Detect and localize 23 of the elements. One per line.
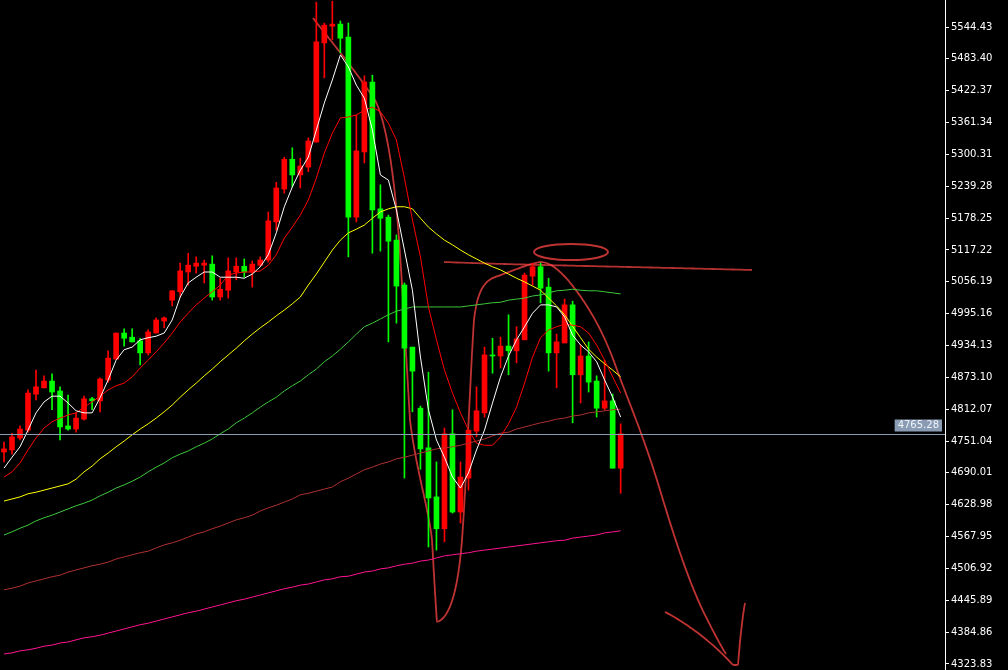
- y-tick-label: 4812.07: [951, 402, 993, 414]
- y-tick-label: 5178.25: [951, 211, 993, 223]
- y-tick-label: 4751.04: [951, 434, 993, 446]
- y-tick-label: 5422.37: [951, 84, 993, 96]
- y-tick-label: 4567.95: [951, 530, 993, 542]
- y-tick-label: 5483.40: [951, 52, 993, 64]
- y-tick-label: 4628.98: [951, 498, 993, 510]
- y-tick-label: 5117.22: [951, 243, 993, 255]
- y-tick-label: 4995.16: [951, 307, 993, 319]
- y-tick-label: 4323.83: [951, 657, 993, 669]
- y-tick-label: 5544.43: [951, 20, 993, 32]
- y-tick-label: 5239.28: [951, 179, 993, 191]
- candlestick: [201, 259, 208, 284]
- ref-line-label: 4765.28: [897, 419, 940, 431]
- y-tick-label: 5300.31: [951, 148, 993, 159]
- y-tick-label: 5361.34: [951, 116, 993, 128]
- y-tick-label: 4384.86: [951, 625, 993, 637]
- y-tick-label: 4690.01: [951, 466, 993, 478]
- y-tick-label: 5056.19: [951, 275, 993, 287]
- y-tick-label: 4506.92: [951, 562, 993, 574]
- y-tick-label: 4934.13: [951, 339, 993, 351]
- y-tick-label: 4445.89: [951, 593, 993, 605]
- y-tick-label: 4873.10: [951, 370, 993, 382]
